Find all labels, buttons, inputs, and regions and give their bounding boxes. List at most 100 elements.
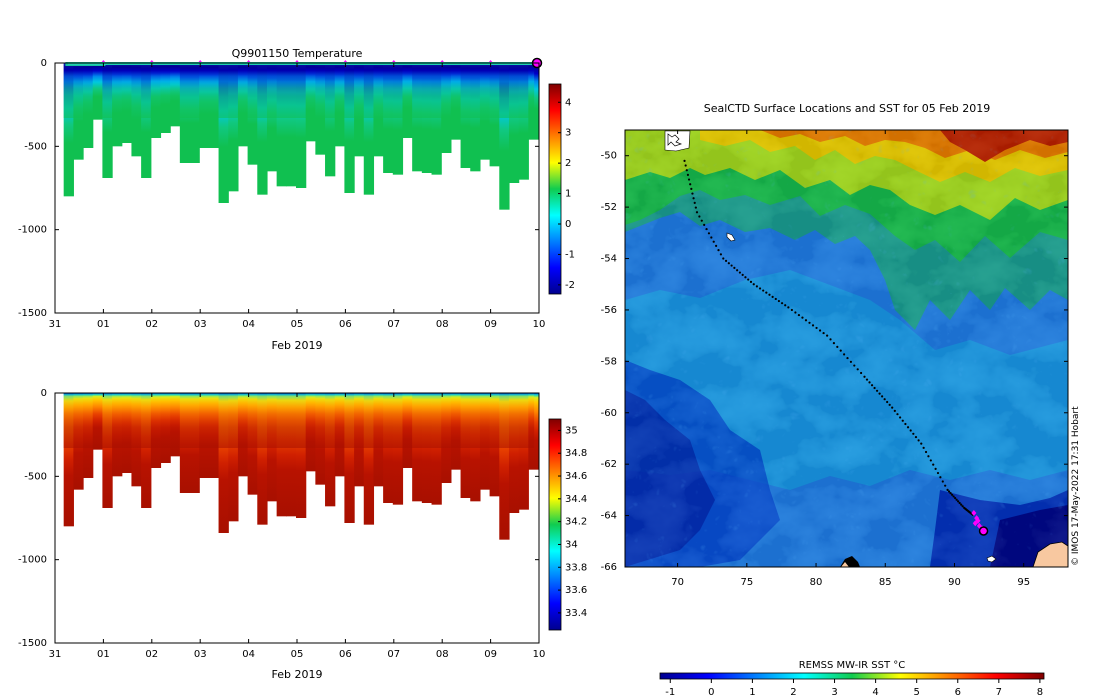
track-point	[693, 201, 696, 205]
colorbar-tick-label: 1	[565, 189, 571, 200]
x-tick-label: 06	[339, 649, 352, 660]
track-point	[811, 324, 815, 327]
track-point	[873, 386, 876, 390]
track-point	[954, 496, 957, 500]
track-point	[922, 446, 925, 449]
x-tick-label: 01	[97, 649, 110, 660]
x-tick-label: 03	[194, 319, 207, 330]
colorbar-tick-label: 34.4	[565, 494, 587, 505]
track-point	[755, 285, 758, 288]
x-tick-label: 02	[145, 319, 158, 330]
track-point	[957, 500, 960, 503]
track-point	[909, 429, 912, 432]
track-point	[717, 249, 720, 252]
track-point	[832, 342, 836, 345]
track-point	[868, 381, 871, 384]
salinity-colorbar: 33.4 33.6 33.8 34 34.2 34.4 34.6 34.8 35	[548, 418, 587, 631]
colorbar-tick-label: -2	[565, 280, 575, 291]
section-column	[518, 393, 529, 510]
sst-colorbar-tick-label: 2	[790, 687, 796, 698]
section-column	[518, 63, 529, 180]
track-point	[733, 266, 736, 269]
track-point	[961, 505, 964, 508]
temperature-title: Q9901150 Temperature	[232, 47, 363, 60]
sst-colorbar-tick-label: 5	[913, 687, 919, 698]
track-point	[762, 289, 765, 292]
x-tick-label: 02	[145, 649, 158, 660]
track-point	[904, 422, 907, 426]
salinity-section	[63, 393, 539, 540]
section-column	[499, 63, 510, 210]
sst-colorbar-tick-label: 8	[1037, 687, 1043, 698]
track-point	[690, 187, 693, 190]
track-point	[705, 227, 708, 231]
antarctic-land	[1032, 541, 1068, 567]
track-point	[929, 459, 932, 462]
sst-colorbar-tick-label: 3	[831, 687, 837, 698]
section-column	[276, 393, 287, 517]
sst-colorbar-tick-label: 6	[955, 687, 961, 698]
track-point	[863, 375, 866, 378]
track-point	[829, 338, 832, 341]
track-point	[691, 192, 694, 195]
section-column	[508, 63, 520, 183]
sst-colorbar-label: REMSS MW-IR SST °C	[799, 660, 906, 671]
colorbar-tick-label: 34.2	[565, 517, 587, 528]
map-y-tick-label: -66	[601, 562, 617, 573]
track-point	[686, 173, 690, 176]
track-point	[958, 501, 961, 505]
track-point	[694, 206, 697, 209]
section-column	[102, 393, 113, 508]
track-point	[712, 240, 715, 243]
track-point	[736, 269, 739, 272]
section-column	[579, 63, 582, 200]
recent-position-marker	[971, 510, 977, 517]
section-column	[392, 393, 404, 505]
track-point	[730, 264, 733, 267]
section-column	[141, 393, 152, 508]
track-point	[846, 356, 849, 360]
section-column	[499, 393, 510, 540]
track-point	[883, 398, 886, 401]
track-point	[875, 389, 879, 392]
sst-colorbar-tick-label: 7	[996, 687, 1002, 698]
track-point	[856, 368, 859, 371]
x-tick-label: 01	[97, 319, 110, 330]
section-column	[257, 393, 268, 525]
section-column	[218, 393, 229, 533]
map-x-tick-label: 85	[879, 577, 892, 588]
colorbar-tick-label: 3	[565, 128, 571, 139]
track-point	[941, 480, 944, 483]
section-upper-layer	[63, 393, 535, 448]
track-point	[815, 326, 818, 330]
section-column	[141, 63, 152, 178]
sst-colorbar: REMSS MW-IR SST °C -1 0 1 2 3 4 5 6 7 8	[659, 660, 1045, 698]
map-y-tick-label: -50	[601, 151, 617, 162]
track-point	[896, 413, 899, 416]
x-tick-label: 05	[291, 319, 304, 330]
map-axes: 70 75 80 85 90 95 -50 -52 -54 -56 -58 -60 -62 -64 -66	[601, 130, 1068, 588]
x-tick-label: 10	[533, 319, 546, 330]
colorbar-tick-label: -1	[565, 249, 575, 260]
section-column	[286, 63, 297, 187]
section-column	[392, 63, 404, 175]
track-point	[758, 287, 762, 290]
x-tick-label: 08	[436, 649, 449, 660]
x-tick-label: 10	[533, 649, 546, 660]
section-column	[363, 393, 375, 525]
x-tick-label: 08	[436, 319, 449, 330]
track-point	[787, 306, 790, 309]
track-point	[689, 183, 692, 186]
track-point	[715, 244, 718, 248]
track-point	[934, 467, 937, 470]
y-tick-label: -1500	[18, 308, 47, 319]
track-point	[780, 302, 784, 305]
x-tick-label: 07	[387, 319, 400, 330]
track-point	[738, 271, 742, 274]
section-column	[257, 63, 268, 195]
track-point	[914, 435, 918, 439]
track-point	[768, 293, 771, 296]
colorbar-tick-label: 35	[565, 425, 578, 436]
track-point	[752, 283, 755, 286]
